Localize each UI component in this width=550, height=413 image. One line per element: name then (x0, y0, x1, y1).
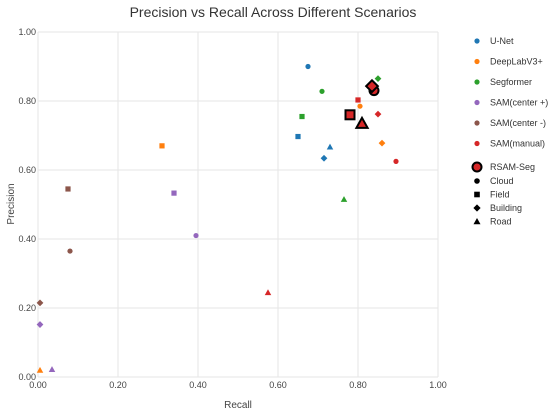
y-tick-labels: 0.00 0.20 0.40 0.60 0.80 1.00 (18, 27, 36, 382)
point-segformer-field (299, 113, 305, 120)
point-deeplabv3-cloud (357, 103, 363, 109)
y-tick-label: 0.60 (18, 165, 36, 175)
legend-scenario-label: Road (490, 217, 512, 227)
point-sam-manual-road (264, 289, 272, 296)
x-tick-labels: 0.00 0.20 0.40 0.60 0.80 1.00 (29, 380, 447, 390)
point-segformer-road (340, 196, 348, 202)
legend-marker-method (474, 38, 480, 44)
point-sam-center-road (48, 366, 56, 373)
x-tick-label: 0.20 (109, 380, 127, 390)
legend-marker-circle (474, 178, 480, 184)
data-points (36, 63, 399, 373)
point-rsam-seg-building (364, 78, 380, 94)
legend-marker-triangle (473, 218, 481, 225)
x-tick-label: 0.00 (29, 380, 47, 390)
legend-marker-rsam-seg (471, 161, 483, 173)
y-tick-label: 1.00 (18, 27, 36, 37)
point-sam-center-cloud (193, 232, 199, 239)
point-deeplabv3-road (36, 366, 44, 373)
point-segformer-building (374, 75, 382, 82)
point-sam-center-field (171, 190, 177, 196)
point-rsam-seg-road (354, 115, 370, 129)
legend-marker-method (474, 140, 480, 147)
legend-marker-method (474, 120, 480, 126)
point-sam-manual-field (355, 97, 361, 103)
point-deeplabv3-field (159, 143, 165, 149)
point-rsam-seg-field (344, 109, 356, 121)
x-tick-label: 0.40 (189, 380, 207, 390)
legend-scenario-label: Building (490, 203, 522, 213)
legend-item-label: SAM(center +) (490, 98, 548, 108)
x-axis-label: Recall (224, 400, 252, 411)
legend-item-label: DeepLabV3+ (490, 57, 543, 67)
y-tick-label: 0.80 (18, 96, 36, 106)
point-sam-center-field (65, 186, 71, 192)
legend-item-label: SAM(center -) (490, 118, 546, 128)
point-sam-manual-building (374, 110, 382, 118)
legend-marker-method (474, 79, 480, 85)
legend-marker-method (474, 99, 480, 106)
point-u-net-cloud (305, 63, 311, 70)
point-sam-center-building (36, 299, 44, 307)
legend-item-label: U-Net (490, 36, 514, 46)
legend-marker-diamond (473, 204, 481, 212)
legend-item-label: RSAM-Seg (490, 162, 535, 172)
y-axis-label: Precision (6, 183, 17, 224)
legend-scenario-label: Field (490, 190, 510, 200)
y-tick-label: 0.00 (18, 372, 36, 382)
chart-title: Precision vs Recall Across Different Sce… (130, 4, 417, 20)
point-segformer-cloud (319, 88, 325, 94)
x-tick-label: 1.00 (429, 380, 447, 390)
legend-marker-square (474, 191, 480, 198)
y-tick-label: 0.40 (18, 234, 36, 244)
grid (37, 31, 439, 378)
legend-marker-method (474, 58, 480, 65)
point-u-net-building (320, 154, 328, 162)
point-deeplabv3-building (378, 139, 386, 147)
legend-scenario-label: Cloud (490, 176, 514, 186)
point-u-net-road (326, 143, 334, 150)
point-sam-center-cloud (67, 248, 73, 254)
point-sam-center-building (36, 321, 44, 328)
legend-item-label: SAM(manual) (490, 139, 545, 149)
point-u-net-field (295, 133, 301, 140)
legend-item-label: Segformer (490, 77, 532, 87)
legend[interactable]: U-Net DeepLabV3+ Segformer SAM(center +) SAM… (471, 36, 549, 227)
x-tick-label: 0.60 (269, 380, 287, 390)
y-tick-label: 0.20 (18, 303, 36, 313)
point-sam-manual-cloud (393, 158, 399, 164)
x-tick-label: 0.80 (349, 380, 367, 390)
